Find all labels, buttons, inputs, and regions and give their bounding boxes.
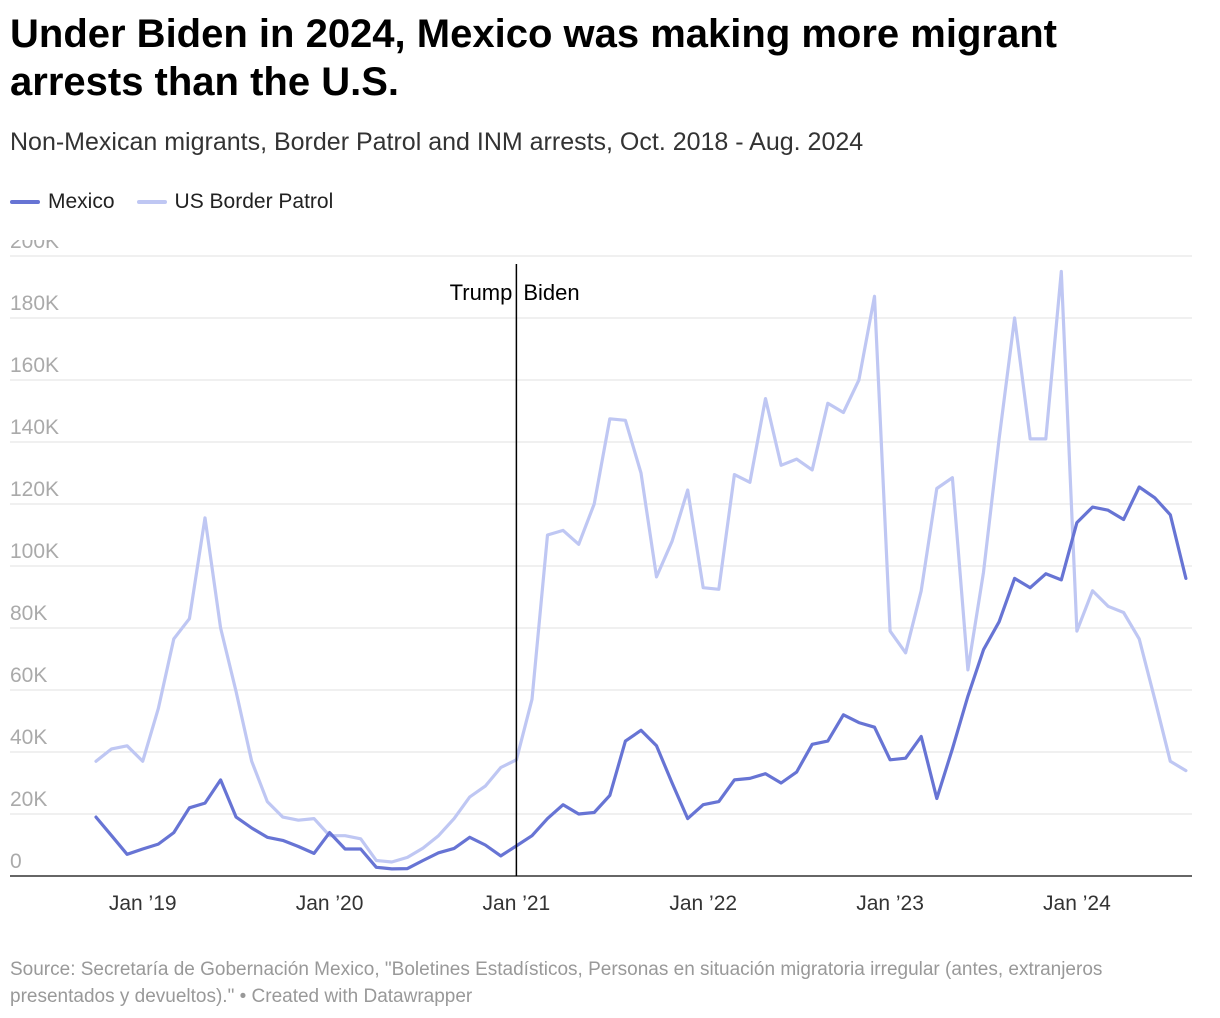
series-lines	[94, 269, 1188, 871]
y-tick-label: 200K	[10, 240, 59, 253]
y-tick-label: 60K	[10, 664, 47, 687]
y-tick-label: 20K	[10, 788, 47, 811]
legend: Mexico US Border Patrol	[10, 190, 333, 214]
chart-subtitle: Non-Mexican migrants, Border Patrol and …	[10, 128, 864, 156]
y-tick-label: 40K	[10, 726, 47, 749]
x-tick-label: Jan ’20	[296, 892, 364, 915]
legend-label-mexico: Mexico	[48, 190, 115, 213]
legend-label-us-border-patrol: US Border Patrol	[174, 190, 334, 213]
x-tick-label: Jan ’22	[669, 892, 737, 915]
source-note: Source: Secretaría de Gobernación Mexico…	[10, 959, 1103, 1007]
line-chart: 0 20K 40K 60K 80K 100K 120K 140K 160K 180K 200K Ja…	[10, 240, 1192, 915]
series-line-us-border-patrol	[94, 269, 1188, 864]
y-tick-label: 180K	[10, 292, 59, 315]
gridlines	[10, 255, 1192, 877]
legend-swatch-mexico	[10, 200, 40, 204]
y-tick-label: 100K	[10, 540, 59, 563]
y-axis-ticks: 0 20K 40K 60K 80K 100K 120K 140K 160K 180K 200K	[10, 240, 59, 873]
annotation-biden-label: Biden	[523, 280, 579, 305]
x-tick-label: Jan ’21	[483, 892, 551, 915]
x-tick-label: Jan ’24	[1043, 892, 1111, 915]
x-tick-label: Jan ’23	[856, 892, 924, 915]
y-tick-label: 80K	[10, 602, 47, 625]
x-tick-label: Jan ’19	[109, 892, 177, 915]
legend-item-us-border-patrol: US Border Patrol	[136, 190, 334, 214]
chart-title: Under Biden in 2024, Mexico was making m…	[10, 12, 1057, 104]
y-tick-label: 140K	[10, 416, 59, 439]
series-line-mexico	[94, 485, 1188, 871]
y-tick-label: 120K	[10, 478, 59, 501]
trump-biden-annotation: Trump Biden	[450, 264, 580, 876]
legend-swatch-us-border-patrol	[136, 200, 167, 204]
x-axis-ticks: Jan ’19 Jan ’20 Jan ’21 Jan ’22 Jan ’23 Jan ’…	[109, 892, 1111, 915]
y-tick-label: 0	[10, 850, 22, 873]
y-tick-label: 160K	[10, 354, 59, 377]
legend-item-mexico: Mexico	[10, 190, 115, 214]
annotation-trump-label: Trump	[450, 280, 513, 305]
